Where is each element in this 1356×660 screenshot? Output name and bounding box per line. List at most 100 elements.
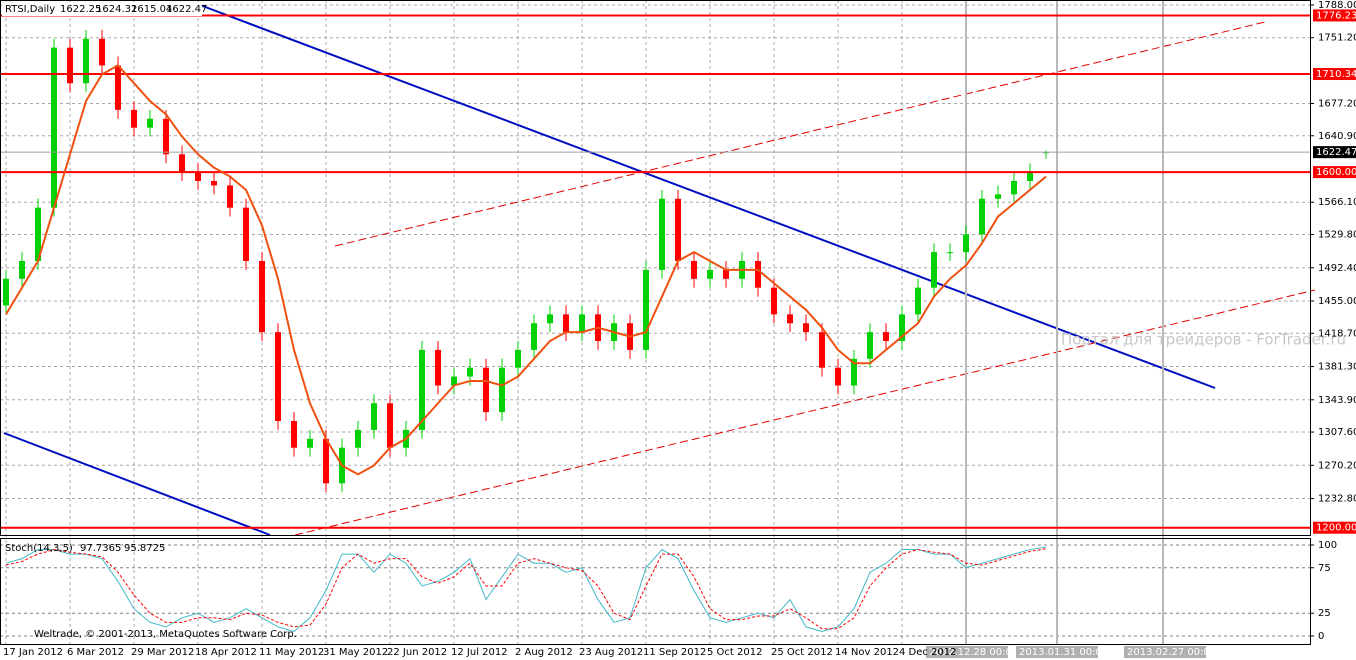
candle-body <box>867 332 873 359</box>
candle-body <box>435 349 441 386</box>
x-tick-label: 6 Mar 2012 <box>67 647 124 658</box>
candle-body <box>67 47 73 84</box>
y-tick-label: 1270.20 <box>1318 460 1356 471</box>
candle-body <box>803 323 809 333</box>
y-tick-label: 1418.70 <box>1318 328 1356 339</box>
series-line <box>5 64 1047 476</box>
channel-line <box>334 21 1266 247</box>
x-tick-label: 12 Jul 2012 <box>451 647 508 658</box>
level-label: 1200.00 <box>1316 523 1356 534</box>
y-tick-label: 75 <box>1318 563 1331 574</box>
y-tick-label: 1566.10 <box>1318 197 1356 208</box>
ohlc-high: 1624.32 <box>96 4 137 15</box>
candle-body <box>563 314 569 333</box>
candle-body <box>515 349 521 368</box>
candle-body <box>307 438 313 448</box>
candle-body <box>787 314 793 324</box>
candle-body <box>83 38 89 84</box>
ohlc-open: 1622.25 <box>60 4 101 15</box>
candle-body <box>883 332 889 342</box>
v-line-label: 2013.02.27 00:00 <box>1127 647 1216 658</box>
candle-body <box>947 252 953 254</box>
candle-body <box>819 332 825 368</box>
x-tick-label: 23 Aug 2012 <box>579 647 643 658</box>
level-label: 1710.34 <box>1316 69 1356 80</box>
v-line-label-bg <box>1016 646 1098 658</box>
x-tick-label: 25 Oct 2012 <box>771 647 833 658</box>
plot <box>0 14 1310 632</box>
candle-body <box>979 198 985 235</box>
y-tick-label: 1751.20 <box>1318 33 1356 44</box>
x-tick-label: 31 May 2012 <box>323 647 388 658</box>
grid <box>0 0 1310 645</box>
x-tick-label: 18 Apr 2012 <box>195 647 257 658</box>
candle-body <box>275 332 281 422</box>
candle-body <box>355 429 361 448</box>
candle-body <box>243 207 249 262</box>
candle-body <box>3 278 9 306</box>
candle-body <box>259 261 265 333</box>
candle-body <box>707 269 713 279</box>
candle-body <box>579 314 585 333</box>
copyright: Weltrade, © 2001-2013, MetaQuotes Softwa… <box>34 629 297 640</box>
candle-body <box>227 185 233 208</box>
stoch-frame <box>0 538 1311 645</box>
candle-body <box>835 367 841 386</box>
stoch-main-value: 97.7365 <box>80 543 121 554</box>
v-line-label-bg <box>926 646 1008 658</box>
candle-body <box>899 314 905 342</box>
level-label-bg <box>1313 68 1356 81</box>
series-line <box>5 548 1047 630</box>
candle-body <box>483 367 489 413</box>
y-tick-label: 1529.80 <box>1318 230 1356 241</box>
candle-body <box>115 65 121 110</box>
y-tick-label: 1455.00 <box>1318 296 1356 307</box>
candle-body <box>851 358 857 386</box>
candle-body <box>659 198 665 270</box>
candle-body <box>691 261 697 279</box>
y-tick-label: 1232.80 <box>1318 494 1356 505</box>
trend-line <box>3 432 271 536</box>
candle-body <box>995 194 1001 199</box>
y-tick-label: 1343.90 <box>1318 395 1356 406</box>
channel-line <box>294 289 1316 536</box>
level-label-bg <box>1313 166 1356 179</box>
header-bg <box>2 2 202 16</box>
candle-body <box>99 38 105 66</box>
x-tick-label: 22 Jun 2012 <box>387 647 447 658</box>
candle-body <box>1011 181 1017 195</box>
candle-body <box>723 269 729 279</box>
candle-body <box>51 47 57 208</box>
x-tick-label: 11 Sep 2012 <box>643 647 706 658</box>
level-label-bg <box>1313 146 1356 159</box>
watermark: Портал для трейдеров - ForTrader.ru <box>1061 331 1346 349</box>
y-tick-label: 25 <box>1318 608 1331 619</box>
candle-body <box>467 367 473 377</box>
candle-body <box>531 323 537 350</box>
level-label: 1776.23 <box>1316 10 1356 21</box>
y-tick-label: 1492.40 <box>1318 263 1356 274</box>
level-label-bg <box>1313 9 1356 22</box>
x-tick-label: 17 Jan 2012 <box>3 647 63 658</box>
candle-body <box>35 207 41 262</box>
ohlc-low: 1615.04 <box>131 4 172 15</box>
stoch-title: Stoch(14,3,5) <box>5 543 73 554</box>
ohlc-close: 1622.47 <box>166 4 207 15</box>
level-label-bg <box>1313 521 1356 534</box>
candle-body <box>771 287 777 315</box>
trend-line <box>199 4 1216 389</box>
v-line-label: 2012.12.28 00:00 <box>929 647 1018 658</box>
x-tick-label: 11 May 2012 <box>259 647 324 658</box>
candle-body <box>211 181 217 186</box>
x-tick-label: 14 Nov 2012 <box>835 647 899 658</box>
x-tick-label: 4 Dec 2012 <box>899 647 957 658</box>
stoch-signal-value: 95.8725 <box>124 543 165 554</box>
candle-body <box>419 349 425 430</box>
candle-body <box>499 367 505 413</box>
candle-body <box>915 287 921 315</box>
candle-body <box>963 234 969 253</box>
y-tick-label: 1677.20 <box>1318 98 1356 109</box>
candle-body <box>547 314 553 324</box>
